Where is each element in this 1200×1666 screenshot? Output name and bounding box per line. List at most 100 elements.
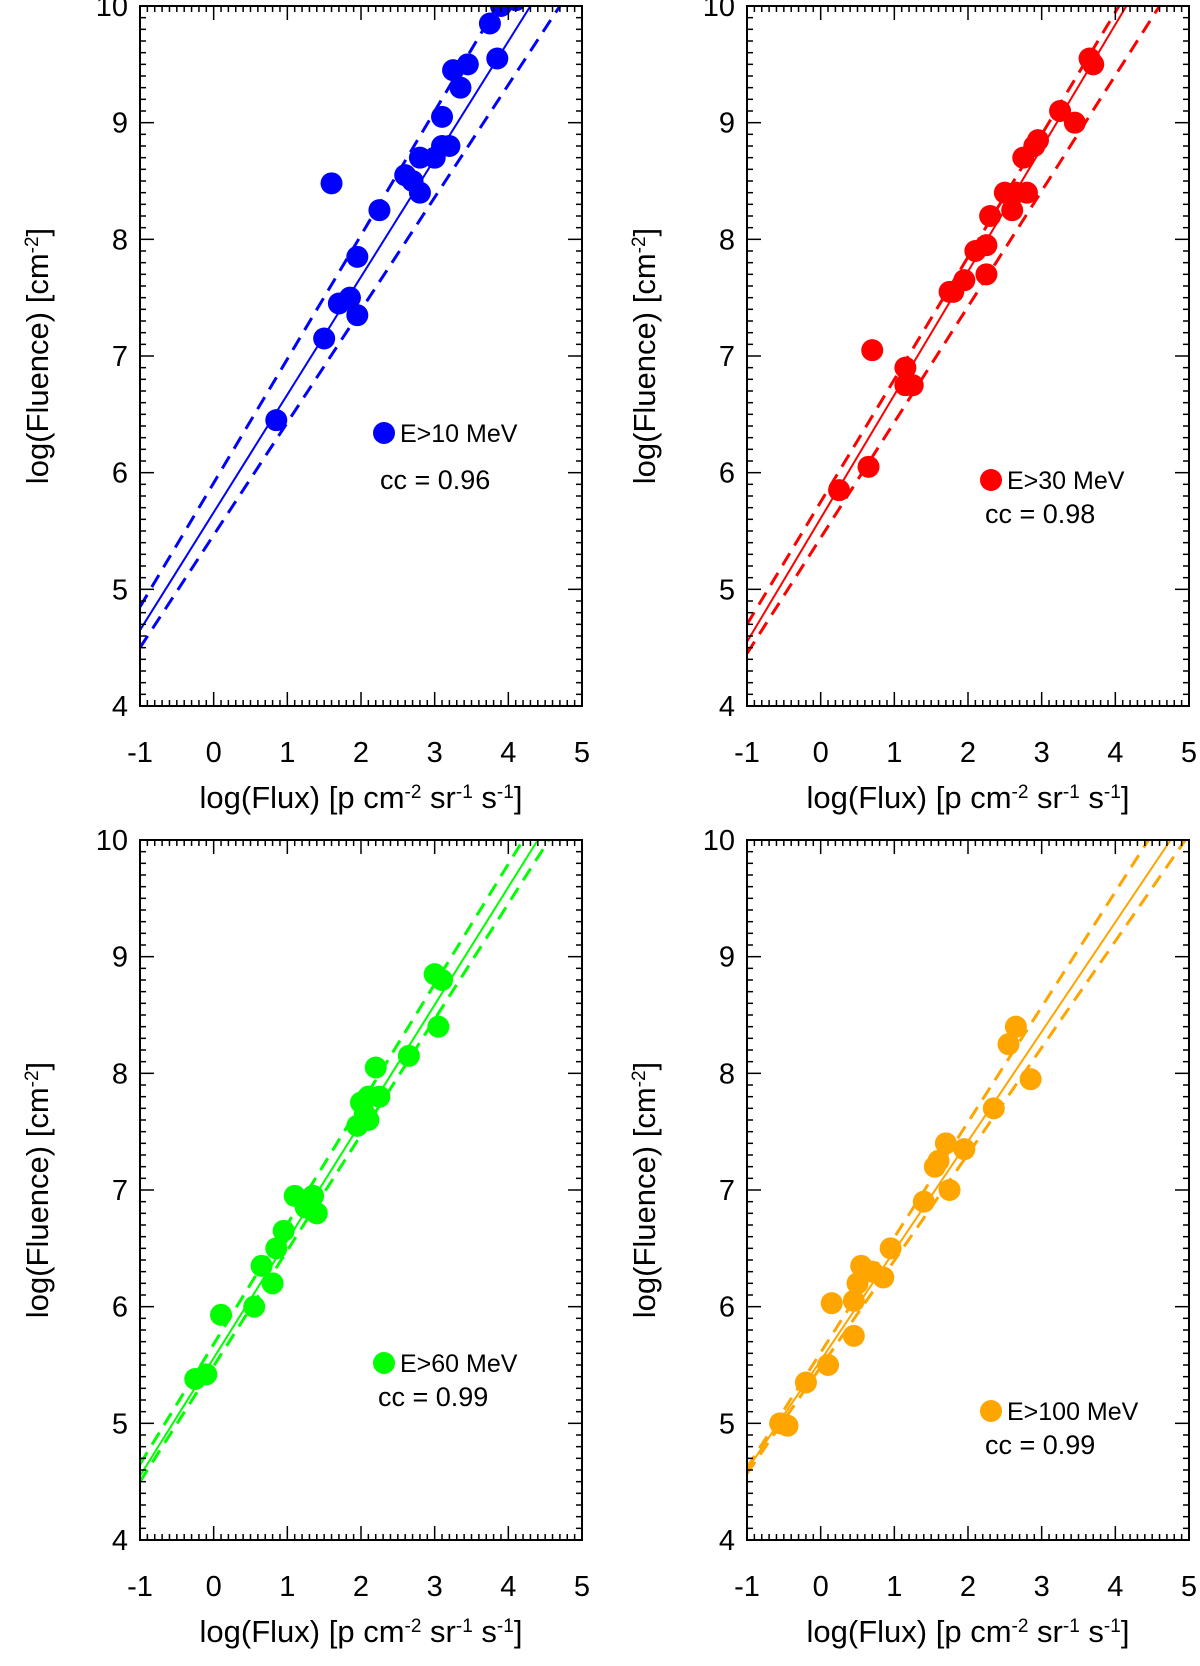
data-point [861,339,884,362]
x-title-text: ] [514,780,523,815]
x-tick-label: 3 [427,737,443,769]
x-tick-label: -1 [127,737,153,769]
y-tick-label: 6 [112,458,128,490]
data-point [408,181,431,204]
x-tick-label: 0 [206,1571,222,1603]
x-axis-title: log(Flux) [p cm-2 sr-1 s-1] [807,1614,1130,1649]
y-tick-label: 10 [703,825,735,857]
y-tick-label: 5 [719,1408,735,1440]
x-tick-label: 0 [206,737,222,769]
y-tick-label: 8 [719,224,735,256]
y-tick-label: 5 [112,1408,128,1440]
data-point [1019,1068,1042,1091]
data-point [261,1272,284,1295]
data-point [820,1292,843,1315]
x-tick-label: 4 [1107,1571,1123,1603]
axis-ticks [746,839,1190,1541]
x-title-sup: -1 [1104,1616,1121,1637]
y-tick-label: 6 [719,1292,735,1324]
y-tick-label: 4 [112,1525,128,1557]
y-tick-label: 6 [112,1292,128,1324]
data-point [478,12,501,35]
x-tick-label: 5 [574,737,590,769]
band-upper-line [140,840,525,1465]
data-point [272,1219,295,1242]
x-title-text: s [1080,780,1104,815]
x-tick-label: -1 [734,737,760,769]
x-title-sup: -1 [456,782,473,803]
data-point [438,135,461,157]
x-tick-label: 4 [1107,737,1123,769]
correlation-label: cc = 0.98 [985,499,1095,529]
x-tick-label: 1 [279,1571,295,1603]
x-title-sup: -2 [405,1616,422,1637]
x-tick-label: -1 [734,1571,760,1603]
data-point [431,969,454,991]
y-tick-label: 10 [703,0,735,23]
x-title-sup: -2 [1012,782,1029,803]
data-point [357,1109,380,1131]
x-title-sup: -1 [497,782,514,803]
x-tick-label: 2 [960,737,976,769]
data-point [927,1149,950,1172]
y-tick-label: 10 [96,0,128,23]
data-point [265,409,288,432]
band-upper-line [747,6,1121,626]
data-point [938,1179,961,1201]
data-point [879,1237,902,1260]
data-point [894,356,917,379]
plot-frame [746,5,1190,707]
data-point [364,1056,387,1079]
plot-frame [139,839,583,1541]
data-point [397,1044,420,1067]
data-point [320,172,343,195]
data-point [338,286,361,309]
x-axis-title: log(Flux) [p cm-2 sr-1 s-1] [807,780,1130,815]
x-tick-label: 1 [886,1571,902,1603]
data-point [982,1097,1005,1120]
y-tick-label: 7 [719,1175,735,1207]
data-point [1001,199,1024,222]
plot-frame [139,5,583,707]
y-tick-label: 9 [719,108,735,140]
data-point [953,1138,976,1161]
y-tick-label: 6 [719,458,735,490]
x-tick-label: 1 [886,737,902,769]
plot-area [747,840,1187,1475]
data-point [846,1272,869,1295]
x-title-text: ] [1121,1614,1130,1649]
x-axis-title: log(Flux) [p cm-2 sr-1 s-1] [200,1614,523,1649]
axis-ticks [746,5,1190,707]
y-title-text: log(Fluence) [cm [627,253,662,484]
x-title-text: log(Flux) [p cm [807,1614,1012,1649]
data-point [486,47,509,70]
y-title-sup: -2 [22,236,43,253]
y-tick-label: 7 [719,341,735,373]
legend-label: E>100 MeV [1007,1398,1139,1426]
plot-area [747,6,1161,655]
x-tick-label: -1 [127,1571,153,1603]
data-point [368,1085,391,1108]
data-point [979,205,1002,227]
data-point [1049,100,1072,122]
data-point [794,1371,817,1394]
fit-line [747,6,1128,643]
x-tick-label: 3 [1034,1571,1050,1603]
y-tick-label: 9 [112,942,128,974]
y-tick-label: 5 [112,574,128,606]
x-title-text: log(Flux) [p cm [200,780,405,815]
data-point [975,234,998,257]
x-tick-label: 2 [960,1571,976,1603]
x-title-text: sr [1028,780,1062,815]
x-tick-label: 4 [500,737,516,769]
data-point [776,1414,799,1437]
data-point [975,263,998,286]
x-tick-label: 2 [353,737,369,769]
data-point [368,199,391,222]
legend-marker [373,1352,395,1374]
plot-frame [746,839,1190,1541]
plot-area [140,840,551,1483]
y-title-text: ] [20,1062,55,1071]
